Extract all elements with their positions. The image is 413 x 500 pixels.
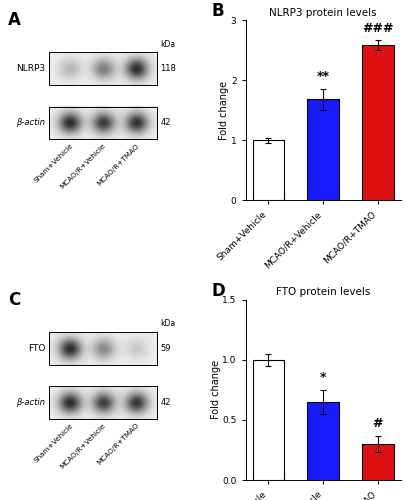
Text: FTO: FTO	[28, 344, 45, 353]
Y-axis label: Fold change: Fold change	[219, 80, 229, 140]
Text: A: A	[8, 11, 21, 29]
Text: #: #	[373, 417, 383, 430]
Text: MCAO/R+TMAO: MCAO/R+TMAO	[96, 142, 140, 187]
Bar	[49, 52, 157, 85]
Text: 118: 118	[160, 64, 176, 73]
Text: MCAO/R+Vehicle: MCAO/R+Vehicle	[59, 142, 107, 190]
Text: kDa: kDa	[160, 40, 176, 49]
Text: **: **	[317, 70, 330, 83]
Bar	[49, 332, 157, 364]
Bar	[307, 100, 339, 200]
Bar	[362, 444, 394, 480]
Bar	[307, 402, 339, 480]
Bar	[49, 106, 157, 139]
Text: B: B	[211, 2, 224, 20]
Text: ###: ###	[362, 22, 394, 35]
Text: kDa: kDa	[160, 320, 176, 328]
Text: 42: 42	[160, 398, 171, 407]
Text: MCAO/R+Vehicle: MCAO/R+Vehicle	[59, 422, 107, 470]
Text: 59: 59	[160, 344, 171, 353]
Text: C: C	[8, 290, 21, 308]
Bar	[49, 386, 157, 418]
Text: 42: 42	[160, 118, 171, 128]
Text: β-actin: β-actin	[17, 398, 45, 407]
Text: D: D	[211, 282, 225, 300]
Text: Sham+Vehicle: Sham+Vehicle	[33, 142, 74, 184]
Bar	[362, 46, 394, 201]
Y-axis label: Fold change: Fold change	[211, 360, 221, 420]
Text: Sham+Vehicle: Sham+Vehicle	[33, 422, 74, 464]
Text: NLRP3: NLRP3	[17, 64, 45, 73]
Bar	[253, 140, 284, 200]
Text: β-actin: β-actin	[17, 118, 45, 128]
Bar	[253, 360, 284, 480]
Text: *: *	[320, 372, 326, 384]
Title: FTO protein levels: FTO protein levels	[276, 288, 370, 298]
Title: NLRP3 protein levels: NLRP3 protein levels	[269, 8, 377, 18]
Text: MCAO/R+TMAO: MCAO/R+TMAO	[96, 422, 140, 467]
